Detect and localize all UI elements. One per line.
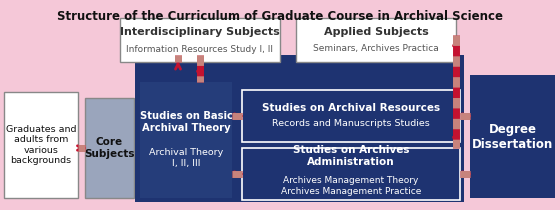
Text: Core
Subjects: Core Subjects — [84, 137, 135, 159]
Text: Studies on Archives
Administration: Studies on Archives Administration — [293, 145, 409, 167]
Bar — [135, 55, 464, 202]
Text: Seminars, Archives Practica: Seminars, Archives Practica — [313, 45, 439, 54]
Bar — [4, 92, 78, 198]
Text: Studies on Archival Resources: Studies on Archival Resources — [262, 103, 440, 113]
Bar — [140, 82, 232, 198]
Text: Archives Management Theory
Archives Management Practice: Archives Management Theory Archives Mana… — [281, 176, 421, 196]
Text: Records and Manuscripts Studies: Records and Manuscripts Studies — [272, 119, 430, 129]
Bar — [120, 18, 280, 62]
Text: Structure of the Curriculum of Graduate Course in Archival Science: Structure of the Curriculum of Graduate … — [57, 10, 503, 23]
Text: Archival Theory
I, II, III: Archival Theory I, II, III — [149, 148, 223, 168]
Bar — [85, 98, 134, 198]
Text: Interdisciplinary Subjects: Interdisciplinary Subjects — [120, 27, 280, 37]
Text: Information Resources Study I, II: Information Resources Study I, II — [127, 45, 273, 54]
Bar — [470, 75, 555, 198]
Text: Studies on Basic
Archival Theory: Studies on Basic Archival Theory — [139, 111, 232, 133]
Bar — [242, 90, 460, 142]
Bar — [296, 18, 456, 62]
Text: Degree
Dissertation: Degree Dissertation — [472, 122, 553, 151]
Bar — [242, 148, 460, 200]
Text: Graduates and
adults from
various
backgrounds: Graduates and adults from various backgr… — [6, 125, 76, 165]
Text: Applied Subjects: Applied Subjects — [324, 27, 428, 37]
